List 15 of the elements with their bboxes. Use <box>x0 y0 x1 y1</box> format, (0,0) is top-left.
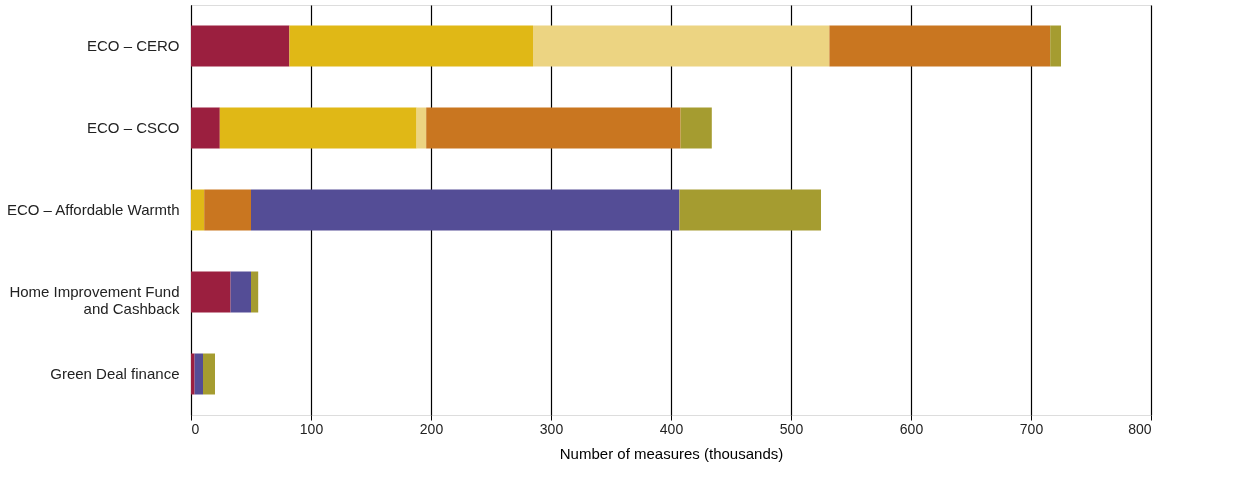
y-tick-label: ECO – CSCO <box>86 119 180 136</box>
x-tick-label: 0 <box>191 420 200 437</box>
x-tick-label: 400 <box>659 420 684 437</box>
y-tick-label: Green Deal finance <box>50 365 180 382</box>
x-axis-title: Number of measures (thousands) <box>559 444 784 462</box>
y-tick-label: ECO – Affordable Warmth <box>6 201 180 218</box>
x-tick-label: 100 <box>299 420 324 437</box>
x-tick-label: 200 <box>419 420 444 437</box>
y-tick-label: Home Improvement Fund and Cashback <box>9 283 180 317</box>
y-tick-label: ECO – CERO <box>86 37 180 54</box>
x-tick-label: 700 <box>1019 420 1044 437</box>
x-tick-label: 800 <box>1128 420 1152 437</box>
x-tick-label: 300 <box>539 420 564 437</box>
x-tick-label: 500 <box>779 420 804 437</box>
x-tick-label: 600 <box>899 420 924 437</box>
